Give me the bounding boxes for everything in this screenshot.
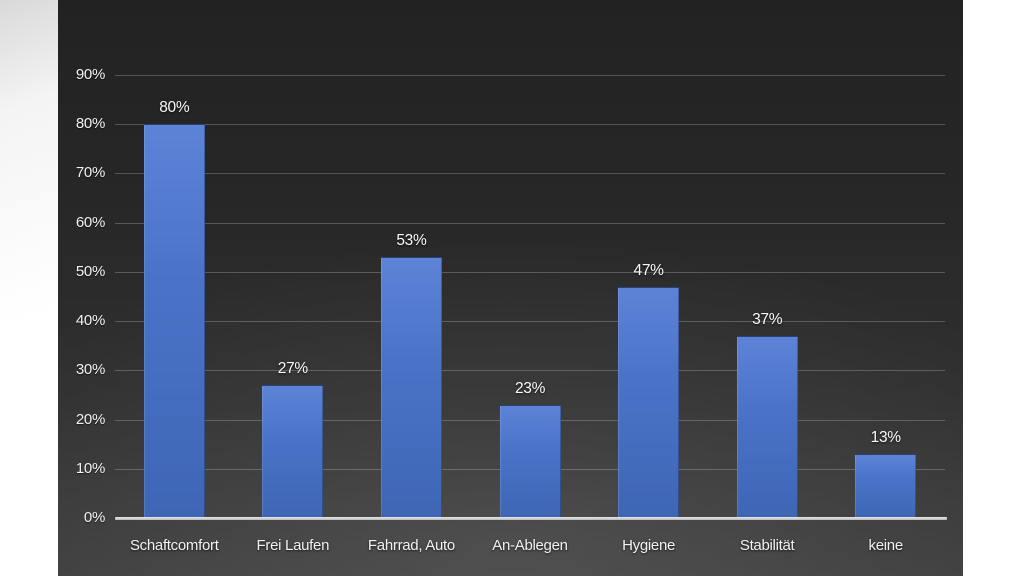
bar — [143, 124, 205, 517]
y-axis-tick-label: 0% — [83, 509, 105, 526]
y-gridline — [115, 370, 945, 372]
bar-value-label: 27% — [277, 360, 308, 378]
y-axis-tick-label: 40% — [75, 312, 105, 330]
y-gridline — [115, 271, 945, 273]
bar-value-label: 53% — [396, 232, 427, 250]
y-gridline — [115, 321, 945, 323]
bar — [855, 454, 917, 517]
y-gridline — [115, 124, 945, 126]
y-axis-tick-label: 20% — [75, 410, 105, 428]
bar-chart: 0% 10% 20% 30% 40% 50% 60% 70% 80% 90% 80% Schaftco… — [58, 0, 963, 576]
plot-area: 0% 10% 20% 30% 40% 50% 60% 70% 80% 90% 80% Schaftco… — [58, 0, 963, 576]
bar — [618, 286, 680, 517]
bar — [499, 404, 561, 517]
x-axis-category-label: Schaftcomfort — [129, 537, 219, 554]
bar — [262, 385, 324, 517]
bar-value-label: 23% — [514, 379, 546, 397]
bar-value-label: 13% — [870, 429, 901, 446]
y-axis-tick-label: 80% — [75, 115, 105, 133]
bar-value-label: 37% — [752, 310, 783, 328]
y-axis-tick-label: 30% — [75, 361, 105, 379]
bar-value-label: 47% — [633, 261, 664, 279]
y-axis-tick-label: 50% — [75, 262, 105, 280]
x-axis-category-label: Fahrrad, Auto — [367, 537, 455, 554]
x-axis-line — [115, 517, 947, 520]
x-axis-category-label: An-Ablegen — [492, 537, 568, 554]
x-axis-category-label: keine — [868, 537, 904, 554]
y-axis-tick-label: 90% — [75, 66, 105, 83]
y-axis-tick-label: 10% — [75, 459, 105, 477]
bar — [736, 335, 798, 517]
bar — [380, 257, 442, 517]
x-axis-category-label: Hygiene — [622, 537, 676, 554]
y-gridline — [115, 222, 945, 224]
x-axis-category-label: Frei Laufen — [256, 537, 330, 554]
y-gridline — [115, 173, 945, 175]
x-axis-category-label: Stabilität — [739, 537, 795, 554]
y-gridline — [115, 75, 945, 76]
y-axis-tick-label: 60% — [75, 213, 105, 231]
y-axis-tick-label: 70% — [75, 164, 105, 182]
bar-value-label: 80% — [159, 99, 190, 117]
